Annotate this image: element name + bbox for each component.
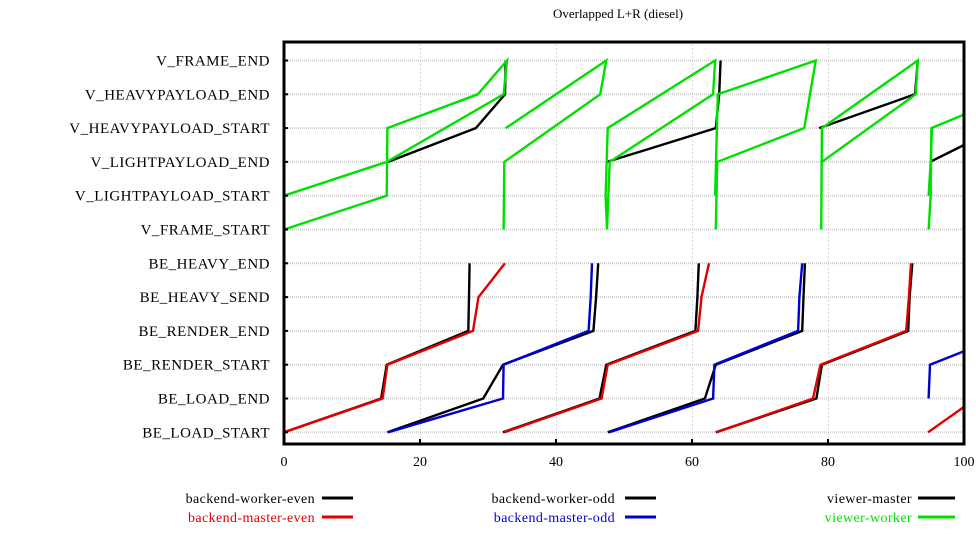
y-tick-label: BE_RENDER_END bbox=[139, 324, 271, 340]
x-tick-label: 60 bbox=[685, 455, 699, 470]
x-tick-label: 100 bbox=[954, 455, 975, 470]
x-tick-label: 20 bbox=[413, 455, 427, 470]
legend-item: backend-master-odd bbox=[494, 511, 656, 526]
x-tick-label: 40 bbox=[549, 455, 563, 470]
legend-label: backend-master-odd bbox=[494, 511, 615, 526]
y-tick-label: V_LIGHTPAYLOAD_END bbox=[90, 155, 270, 171]
legend-label: backend-worker-even bbox=[186, 492, 315, 507]
y-axis: BE_LOAD_START BE_LOAD_END BE_RENDER_START B… bbox=[69, 54, 288, 441]
series-line bbox=[927, 405, 965, 434]
series-line bbox=[387, 263, 594, 434]
legend-item: viewer-master bbox=[827, 492, 955, 507]
series-viewer-worker bbox=[283, 56, 965, 231]
y-tick-label: BE_HEAVY_END bbox=[148, 256, 270, 272]
legend: backend-worker-even backend-worker-odd vie… bbox=[186, 492, 955, 526]
y-tick-label: V_HEAVYPAYLOAD_START bbox=[69, 121, 270, 137]
series-line bbox=[283, 262, 506, 434]
x-axis: 0 20 40 60 80 100 bbox=[281, 439, 975, 470]
series-line bbox=[927, 128, 934, 196]
series-backend-worker-odd bbox=[387, 263, 807, 434]
series-backend-worker-even bbox=[283, 263, 914, 434]
series-line bbox=[387, 60, 507, 164]
chart-title: Overlapped L+R (diesel) bbox=[553, 6, 683, 21]
y-tick-label: V_FRAME_END bbox=[156, 54, 270, 70]
legend-label: backend-worker-odd bbox=[491, 492, 615, 507]
series-line bbox=[502, 57, 608, 230]
series-line bbox=[716, 263, 913, 434]
series-line bbox=[283, 263, 471, 434]
series-line bbox=[503, 263, 711, 434]
legend-item: backend-worker-odd bbox=[491, 492, 656, 507]
series-line bbox=[715, 263, 914, 434]
legend-label: viewer-worker bbox=[825, 511, 912, 526]
series-line bbox=[820, 58, 920, 230]
y-tick-label: BE_RENDER_START bbox=[123, 358, 270, 374]
legend-item: viewer-worker bbox=[825, 511, 955, 526]
legend-item: backend-worker-even bbox=[186, 492, 353, 507]
grid-layer bbox=[284, 42, 964, 444]
series-line bbox=[607, 263, 807, 434]
plot-frame bbox=[282, 40, 966, 446]
series-line bbox=[283, 56, 509, 231]
legend-label: viewer-master bbox=[827, 492, 912, 507]
y-tick-label: BE_LOAD_START bbox=[142, 425, 270, 441]
series-line bbox=[927, 113, 965, 230]
y-tick-label: V_LIGHTPAYLOAD_START bbox=[75, 189, 270, 205]
y-tick-label: V_HEAVYPAYLOAD_END bbox=[85, 87, 270, 103]
y-tick-label: BE_HEAVY_SEND bbox=[140, 290, 270, 306]
legend-label: backend-master-even bbox=[188, 511, 315, 526]
series-line bbox=[929, 143, 965, 163]
y-tick-label: BE_LOAD_END bbox=[158, 392, 270, 408]
series-line bbox=[604, 58, 717, 230]
y-tick-label: V_FRAME_START bbox=[141, 223, 270, 239]
legend-item: backend-master-even bbox=[188, 511, 353, 526]
series-line bbox=[502, 263, 700, 434]
series-line bbox=[927, 350, 965, 399]
series-line bbox=[713, 58, 818, 230]
series-backend-master-odd bbox=[387, 263, 965, 434]
x-tick-label: 0 bbox=[281, 455, 288, 470]
series-layer bbox=[283, 56, 965, 434]
series-line bbox=[608, 263, 804, 434]
x-tick-label: 80 bbox=[821, 455, 835, 470]
series-line bbox=[606, 60, 722, 164]
series-backend-master-even bbox=[283, 262, 965, 434]
